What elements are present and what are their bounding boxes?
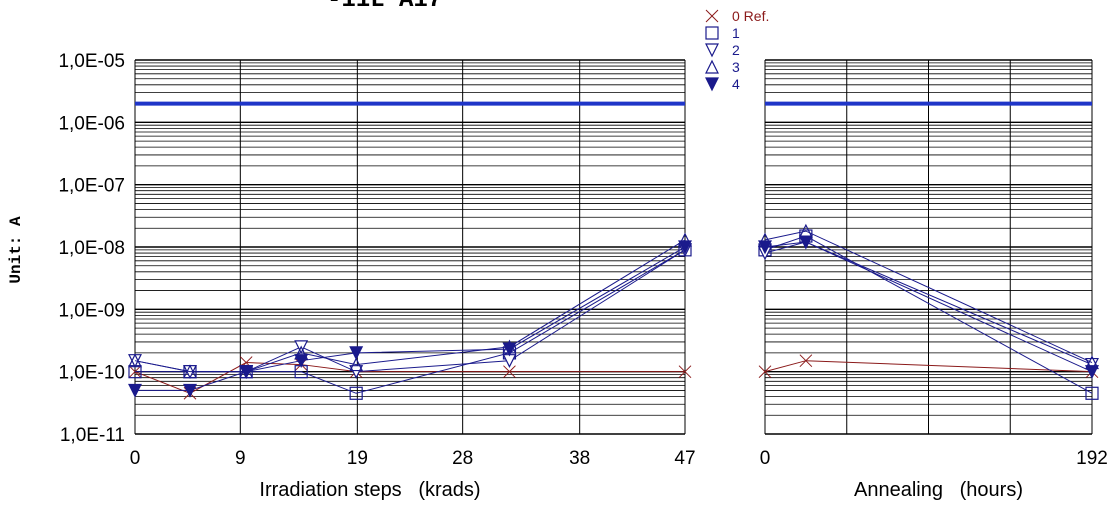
x-tick-label: 47 (674, 448, 695, 469)
data-point (758, 240, 772, 255)
data-point (678, 365, 692, 379)
y-axis-label: Unit: A (7, 216, 25, 284)
data-point (1085, 365, 1099, 380)
x-tick-label: 19 (347, 448, 368, 469)
legend-marker (705, 9, 719, 23)
data-point (799, 354, 813, 368)
legend-item: 1 (705, 25, 740, 41)
plot-panel-1: 0 9 19 28 38 47 Irradiation steps (krads) (128, 59, 696, 501)
data-point (294, 354, 309, 369)
x-tick-label: 9 (235, 448, 246, 469)
legend-item: 0 Ref. (705, 8, 769, 24)
y-tick-label: 1,0E-08 (58, 238, 125, 259)
data-point (503, 365, 516, 379)
plot-panel-2: 0 192 Annealing (hours) (758, 59, 1108, 501)
x-tick-label: 28 (452, 448, 473, 469)
data-point (349, 357, 364, 372)
y-tick-label: 1,0E-11 (60, 425, 125, 446)
x-tick-label: 0 (760, 448, 771, 469)
legend-label: 0 Ref. (732, 8, 769, 24)
data-point (128, 383, 142, 398)
legend-item: 2 (705, 42, 740, 58)
legend-label: 4 (732, 76, 740, 92)
y-tick-label: 1,0E-06 (58, 113, 125, 134)
chart-title: -11L A17 (327, 0, 442, 14)
x-tick-label: 38 (569, 448, 590, 469)
y-tick-label: 1,0E-10 (58, 363, 125, 384)
legend-marker (705, 59, 719, 74)
y-tick-label: 1,0E-09 (58, 300, 125, 321)
plot-panels: 1,0E-11 1,0E-10 1,0E-09 1,0E-08 1,0E-07 1,0E-… (58, 51, 1107, 501)
data-point (349, 386, 363, 400)
data-point (183, 364, 197, 379)
x-tick-label: 0 (130, 448, 141, 469)
data-point (349, 365, 364, 380)
series-line-2 (134, 249, 686, 373)
x-axis-label: Annealing (hours) (854, 479, 1023, 501)
legend-marker (705, 43, 719, 58)
x-axis-label: Irradiation steps (krads) (259, 479, 480, 501)
data-point (183, 383, 197, 398)
legend-item: 4 (705, 76, 740, 92)
data-point (502, 342, 517, 357)
legend-marker (705, 77, 719, 92)
legend-label: 3 (732, 59, 740, 75)
data-point (678, 240, 692, 255)
data-point (758, 365, 772, 379)
data-point (798, 235, 813, 250)
y-tick-label: 1,0E-05 (58, 51, 125, 72)
data-point (128, 353, 142, 368)
legend-marker (705, 26, 719, 40)
x-tick-label: 192 (1076, 448, 1108, 469)
series-line-3 (764, 230, 1093, 364)
y-tick-label: 1,0E-07 (58, 176, 125, 197)
legend-label: 1 (732, 25, 740, 41)
data-point (239, 365, 254, 380)
legend-item: 3 (705, 59, 740, 75)
data-point (349, 346, 364, 361)
data-point (1085, 386, 1099, 400)
legend-label: 2 (732, 42, 740, 58)
